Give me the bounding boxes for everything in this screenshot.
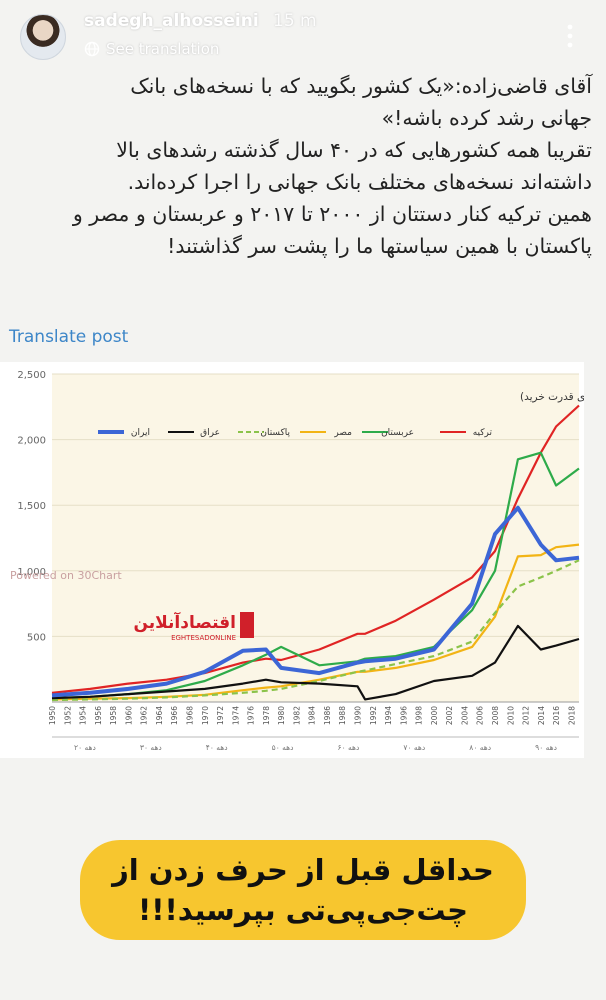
y-axis: 2,500 2,000 1,500 1,000 500	[17, 370, 46, 643]
decade-label: دهه ۸۰	[469, 743, 491, 752]
decade-label: دهه ۷۰	[403, 743, 425, 752]
x-tick-label: 1996	[399, 706, 408, 725]
x-tick-label: 1962	[140, 706, 149, 725]
caption-line: پاکستان با همین سیاستها ما را پشت سر گذا…	[167, 234, 592, 258]
caption-line: تقریبا همه کشورهایی که در ۴۰ سال گذشته ر…	[116, 138, 592, 162]
logo-mark	[240, 612, 254, 638]
callout-line-2: چت‌جی‌پی‌تی بپرسید!!!	[138, 893, 468, 927]
x-tick-label: 2004	[460, 706, 469, 725]
y-tick-label: 2,000	[17, 436, 46, 447]
x-tick-label: 2018	[567, 706, 576, 725]
publisher-logo: اقتصادآنلاین EGHTESADONLINE	[133, 611, 254, 642]
y-grid	[52, 373, 579, 637]
x-tick-label: 2002	[445, 706, 454, 725]
see-translation-link[interactable]: See translation	[84, 40, 219, 58]
callout-banner: حداقل قبل از حرف زدن از چت‌جی‌پی‌تی بپرس…	[80, 840, 526, 940]
x-tick-label: 2008	[491, 706, 500, 725]
story-header: sadegh_alhosseini 15 m See translation	[0, 0, 606, 68]
series-line-ایران	[51, 505, 580, 698]
y-tick-label: 1,000	[17, 567, 46, 578]
decade-label: دهه ۹۰	[535, 743, 557, 752]
y-tick-label: 2,500	[17, 370, 46, 381]
series-line-عراق	[51, 624, 580, 701]
x-tick-label: 1970	[201, 706, 210, 725]
x-tick-label: 1968	[185, 706, 194, 725]
x-tick-label: 2010	[506, 706, 515, 725]
post-time: 15 m	[273, 11, 317, 31]
legend-label: عراق	[200, 428, 220, 438]
plot-area	[52, 374, 579, 702]
see-translation-label: See translation	[106, 40, 220, 58]
legend-label: پاکستان	[260, 428, 290, 438]
x-tick-label: 1990	[354, 706, 363, 725]
more-options-icon[interactable]	[560, 22, 580, 50]
x-tick-label: 1960	[124, 706, 133, 725]
x-tick-label: 1956	[94, 706, 103, 725]
caption-line: داشته‌اند نسخه‌های مختلف بانک جهانی را ا…	[127, 170, 592, 194]
username[interactable]: sadegh_alhosseini	[84, 11, 259, 31]
decade-labels: دهه ۲۰ دهه ۳۰ دهه ۴۰ دهه ۵۰ دهه ۶۰ دهه ۷۰ دهه …	[52, 736, 579, 752]
x-tick-label: 1974	[231, 706, 240, 725]
chart-watermark: Powered on 30Chart	[10, 569, 122, 582]
decade-label: دهه ۳۰	[140, 743, 162, 752]
y-tick-label: 1,500	[17, 501, 46, 512]
decade-label: دهه ۴۰	[206, 743, 228, 752]
x-tick-label: 1954	[79, 706, 88, 725]
x-tick-label: 2006	[476, 706, 485, 725]
x-tick-label: 1980	[277, 706, 286, 725]
x-tick-label: 1952	[63, 706, 72, 725]
globe-icon	[84, 41, 100, 57]
x-tick-label: 2014	[537, 706, 546, 725]
logo-text: اقتصادآنلاین	[133, 611, 236, 633]
series-line-ترکیه	[51, 404, 580, 694]
x-tick-label: 1972	[216, 706, 225, 725]
translate-post-link[interactable]: Translate post	[9, 327, 129, 347]
y-tick-label: 500	[27, 632, 46, 643]
chart-title: تولید ناخالص داخلی قیمت های ثابت ۲۰۱۷ (ب…	[520, 391, 584, 403]
x-axis: 1950 1952 1954 1956 1958 1960 1962 1964 1966 1968…	[48, 701, 579, 725]
logo-subtext: EGHTESADONLINE	[171, 634, 236, 642]
x-tick-label: 2016	[552, 706, 561, 725]
x-tick-label: 1994	[384, 706, 393, 725]
gdp-chart: 2,500 2,000 1,500 1,000 500 تولید ناخالص داخ…	[0, 362, 606, 758]
avatar[interactable]	[20, 14, 66, 60]
x-tick-label: 1966	[170, 706, 179, 725]
post-caption: آقای قاضی‌زاده:«یک کشور بگویید که با نسخ…	[8, 70, 592, 262]
caption-line: جهانی رشد کرده باشه!»	[381, 106, 592, 130]
legend-label: ترکیه	[473, 428, 493, 438]
x-tick-label: 1992	[369, 706, 378, 725]
x-tick-label: 1950	[48, 706, 57, 725]
legend-label: مصر	[333, 428, 352, 438]
caption-line: آقای قاضی‌زاده:«یک کشور بگویید که با نسخ…	[130, 74, 592, 98]
chart-legend: ایران عراق پاکستان مصر عربستان ترکیه	[98, 428, 492, 438]
series-lines	[51, 404, 580, 702]
x-tick-label: 1964	[155, 706, 164, 725]
legend-label: ایران	[131, 428, 150, 438]
x-tick-label: 1988	[338, 706, 347, 725]
callout-line-1: حداقل قبل از حرف زدن از	[112, 853, 494, 887]
x-tick-label: 1984	[308, 706, 317, 725]
x-tick-label: 1976	[247, 706, 256, 725]
x-tick-label: 1978	[262, 706, 271, 725]
x-tick-label: 1982	[292, 706, 301, 725]
decade-label: دهه ۶۰	[338, 743, 360, 752]
decade-label: دهه ۲۰	[74, 743, 96, 752]
series-line-پاکستان	[51, 559, 580, 702]
decade-label: دهه ۵۰	[272, 743, 294, 752]
x-tick-label: 2012	[522, 706, 531, 725]
x-tick-label: 1986	[323, 706, 332, 725]
x-tick-label: 1998	[415, 706, 424, 725]
x-tick-label: 1958	[109, 706, 118, 725]
chart-svg: 2,500 2,000 1,500 1,000 500 تولید ناخالص داخ…	[0, 362, 606, 758]
x-tick-label: 2000	[430, 706, 439, 725]
legend-label: عربستان	[381, 428, 414, 438]
caption-line: همین ترکیه کنار دستتان از ۲۰۰۰ تا ۲۰۱۷ و…	[72, 202, 592, 226]
